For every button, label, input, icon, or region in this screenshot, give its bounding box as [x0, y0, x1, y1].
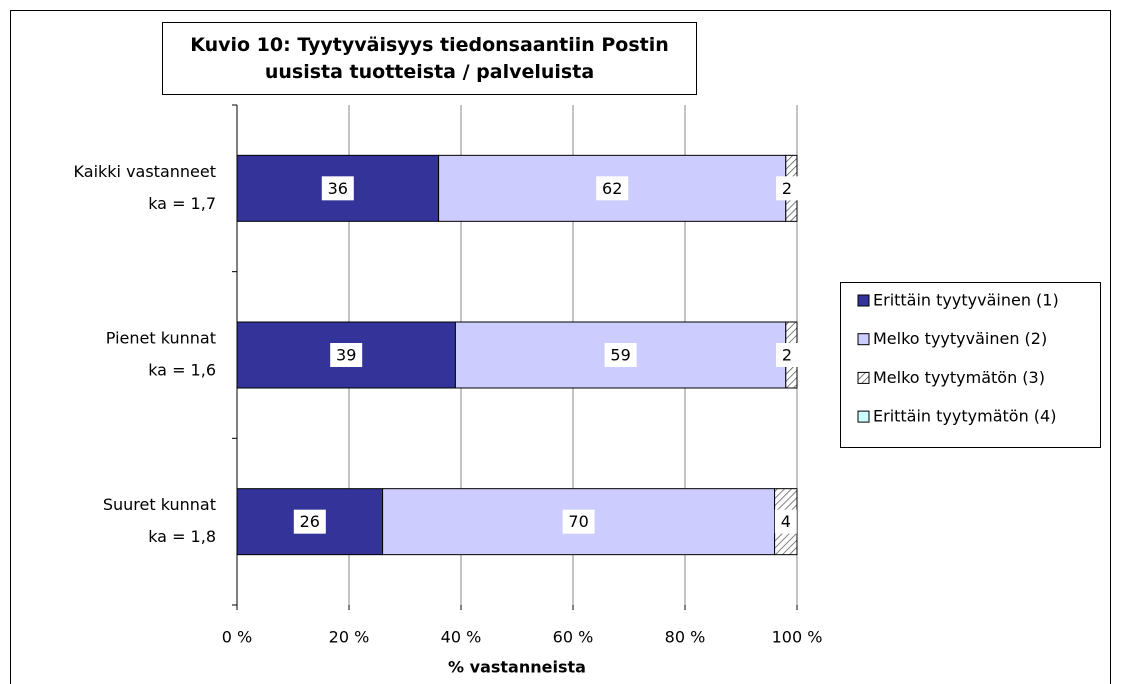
- y-tick-label: ka = 1,8: [148, 527, 216, 546]
- data-label: 2: [782, 346, 792, 365]
- data-label-box: [596, 176, 629, 201]
- x-tick-label: 0 %: [222, 628, 252, 647]
- x-tick-label: 20 %: [329, 628, 370, 647]
- legend-label: Melko tyytyväinen (2): [873, 329, 1047, 348]
- data-label-box: [776, 176, 798, 201]
- legend-swatch: [857, 333, 870, 346]
- data-label-box: [604, 343, 637, 367]
- x-tick-label: 100 %: [772, 628, 823, 647]
- data-label: 2: [782, 179, 792, 198]
- data-label: 39: [336, 346, 356, 365]
- legend-box: [840, 282, 1101, 448]
- data-label-box: [330, 343, 363, 367]
- data-label-box: [321, 176, 354, 201]
- bar-segment: [438, 154, 787, 222]
- data-label-box: [774, 509, 797, 534]
- legend-swatch: [857, 294, 870, 307]
- data-label-box: [776, 343, 798, 367]
- y-tick-label: Suuret kunnat: [103, 495, 216, 514]
- y-tick-label: Pienet kunnat: [106, 329, 216, 348]
- data-label-box: [562, 509, 595, 534]
- legend-label: Melko tyytymätön (3): [873, 368, 1045, 387]
- legend-label: Erittäin tyytymätön (4): [873, 407, 1056, 426]
- legend-swatch: [857, 410, 870, 423]
- y-tick-label: ka = 1,6: [148, 361, 216, 380]
- data-label-box: [293, 509, 326, 534]
- x-tick-label: 80 %: [665, 628, 706, 647]
- y-tick-label: ka = 1,7: [148, 194, 216, 213]
- data-label: 4: [781, 512, 791, 531]
- data-label: 26: [300, 512, 320, 531]
- x-tick-label: 60 %: [553, 628, 594, 647]
- y-tick-label: Kaikki vastanneet: [74, 162, 216, 181]
- x-axis-title: % vastanneista: [448, 658, 586, 677]
- data-label: 70: [568, 512, 588, 531]
- data-label: 62: [602, 179, 622, 198]
- legend-swatch: [857, 371, 870, 384]
- chart-title: Kuvio 10: Tyytyväisyys tiedonsaantiin Po…: [162, 22, 697, 95]
- legend-label: Erittäin tyytyväinen (1): [873, 291, 1059, 310]
- x-tick-label: 40 %: [441, 628, 482, 647]
- data-label: 36: [328, 179, 348, 198]
- data-label: 59: [610, 346, 630, 365]
